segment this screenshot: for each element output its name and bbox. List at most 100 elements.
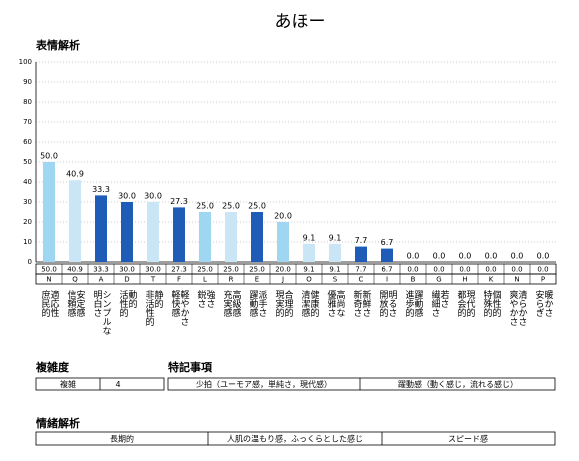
category-code: C (359, 276, 364, 284)
category-label: 清潔感 (300, 289, 311, 317)
category-label: 爽やかさ (508, 290, 519, 326)
category-code: B (411, 276, 416, 284)
bar (303, 243, 315, 262)
category-label: 活性的 (118, 289, 129, 318)
value-label: 30.0 (118, 192, 136, 201)
table-value: 0.0 (433, 266, 444, 274)
table-cell: 長期的 (110, 434, 134, 444)
table-value: 7.7 (355, 266, 366, 274)
category-code: Q (72, 276, 78, 284)
table-value: 0.0 (485, 266, 496, 274)
category-code: K (489, 276, 494, 284)
category-code: N (514, 276, 519, 284)
section-title: 情緒解析 (36, 416, 80, 430)
bar (329, 243, 341, 262)
category-code: P (541, 276, 545, 284)
category-code: F (177, 276, 181, 284)
table-value: 33.3 (93, 266, 109, 274)
table-cell: 人肌の温もり感，ふっくらとした感じ (227, 434, 363, 444)
value-label: 30.0 (144, 192, 162, 201)
category-label: 安定感 (75, 289, 86, 317)
bar (69, 180, 81, 262)
table-value: 30.0 (145, 266, 161, 274)
category-code: A (99, 276, 104, 284)
category-label: 信頼感 (66, 289, 77, 317)
category-label: 現実的 (274, 290, 285, 318)
category-label: 躍動感 (248, 290, 259, 317)
category-label: 健康的 (309, 289, 320, 318)
category-label: 開放的 (378, 290, 389, 318)
value-label: 9.1 (303, 233, 316, 242)
value-label: 0.0 (459, 252, 472, 261)
value-label: 40.9 (66, 170, 84, 179)
category-label: 軽やかさ (179, 290, 190, 326)
category-code: L (203, 276, 207, 284)
value-label: 20.0 (274, 212, 292, 221)
category-label: 動的 (127, 290, 138, 309)
category-label: 派手さ (257, 290, 268, 317)
category-label: 静的 (153, 289, 164, 309)
category-label: 躍動感 (413, 290, 424, 317)
section-title: 特記事項 (168, 360, 213, 374)
table-value: 40.9 (67, 266, 83, 274)
y-tick-label: 20 (23, 218, 32, 226)
table-value: 0.0 (511, 266, 522, 274)
category-label: 暖かさ (543, 289, 554, 317)
value-label: 0.0 (433, 252, 446, 261)
value-label: 0.0 (485, 252, 498, 261)
value-label: 27.3 (170, 197, 188, 206)
value-label: 25.0 (248, 202, 266, 211)
table-value: 9.1 (303, 266, 314, 274)
category-label: 新奇さ (352, 289, 363, 317)
y-tick-label: 10 (23, 238, 32, 246)
value-label: 25.0 (196, 202, 214, 211)
table-frame (35, 431, 556, 446)
category-label: シンプルな (101, 290, 112, 335)
table-value: 50.0 (41, 266, 57, 274)
category-label: 非活性的 (144, 289, 155, 327)
category-label: 新鮮さ (361, 289, 372, 317)
category-code: G (436, 276, 441, 284)
bar (43, 162, 55, 262)
category-label: 都会的 (456, 290, 467, 318)
y-tick-label: 30 (23, 198, 32, 206)
value-label: 7.7 (355, 236, 368, 245)
y-tick-label: 60 (23, 138, 32, 146)
value-label: 25.0 (222, 202, 240, 211)
table-value: 25.0 (223, 266, 239, 274)
category-label: 明白さ (92, 290, 103, 317)
bar (277, 222, 289, 262)
category-label: 高尚な (335, 289, 346, 317)
table-cell: 複雑 (60, 379, 76, 389)
y-tick-label: 70 (23, 118, 32, 126)
category-code: E (255, 276, 259, 284)
value-label: 0.0 (537, 252, 550, 261)
table-cell: 少拍（ユーモア感，単純さ，現代感） (196, 379, 332, 389)
bar (147, 202, 159, 262)
category-label: 充実感 (222, 289, 233, 317)
table-value: 0.0 (537, 266, 548, 274)
category-label: 進歩的 (404, 289, 415, 318)
value-label: 50.0 (40, 152, 58, 161)
section-title: 複雑度 (35, 360, 70, 374)
category-code: R (229, 276, 234, 284)
bar (199, 212, 211, 262)
category-label: 高級感 (231, 289, 242, 317)
category-code: T (150, 276, 156, 284)
table-value: 27.3 (171, 266, 187, 274)
category-label: 適応性 (49, 289, 60, 318)
category-label: 若さ (439, 289, 450, 308)
bar (121, 202, 133, 262)
value-label: 0.0 (511, 252, 524, 261)
bar (251, 212, 263, 262)
category-label: 鋭さ (196, 289, 207, 308)
table-frame (167, 377, 556, 391)
bar (355, 246, 367, 262)
table-cell: 躍動感（動く感じ，流れる感じ） (398, 379, 518, 389)
y-tick-label: 90 (23, 78, 32, 86)
value-label: 6.7 (381, 238, 394, 247)
category-label: 特殊的 (482, 289, 493, 318)
table-value: 9.1 (329, 266, 340, 274)
category-label: 明るさ (387, 290, 398, 317)
